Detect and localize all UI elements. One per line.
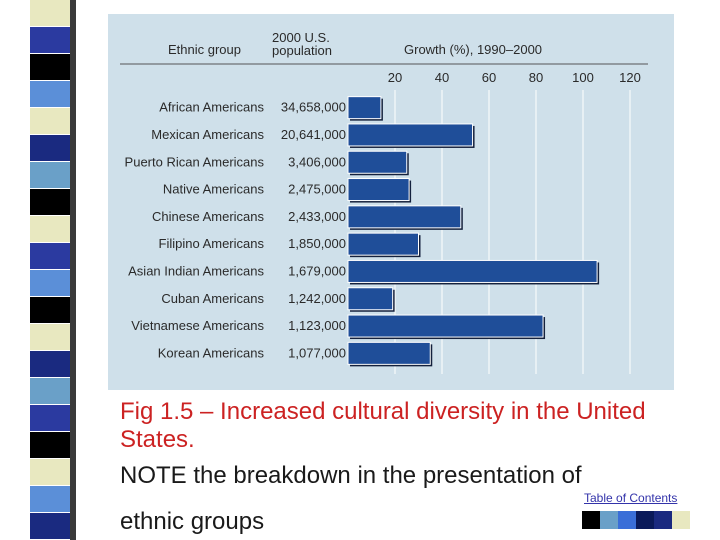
stripe-square [30,513,70,539]
stripe-square [30,405,70,431]
stripe-square [30,189,70,215]
stripe-square [30,486,70,512]
population-label: 1,123,000 [288,318,346,333]
x-tick-labels: 20 40 60 80 100 120 [388,70,641,85]
category-label: Puerto Rican Americans [125,154,265,169]
population-label: 2,475,000 [288,182,346,197]
figure-caption: Fig 1.5 – Increased cultural diversity i… [120,398,646,453]
growth-bar [347,341,431,365]
stripe-shadow [70,0,76,540]
population-label: 2,433,000 [288,209,346,224]
category-label: African Americans [159,100,264,115]
growth-bar [347,314,544,338]
decorative-stripe [0,0,84,540]
population-label: 1,679,000 [288,263,346,278]
stripe-square [30,162,70,188]
stripe-square [30,432,70,458]
population-label: 1,242,000 [288,291,346,306]
nav-square-button[interactable] [636,511,654,529]
header-population-line2: population [272,43,332,58]
category-label: Asian Indian Americans [128,263,264,278]
growth-bar [347,123,474,147]
x-tick-label: 40 [435,70,449,85]
nav-square-button[interactable] [618,511,636,529]
table-of-contents-link[interactable]: Table of Contents [584,491,678,505]
nav-square-button[interactable] [672,511,690,529]
header-growth: Growth (%), 1990–2000 [404,42,542,57]
category-label: Native Americans [163,182,265,197]
x-tick-label: 80 [529,70,543,85]
category-label: Vietnamese Americans [131,318,264,333]
growth-bar [347,96,382,120]
header-population-line1: 2000 U.S. [272,30,330,45]
population-label: 3,406,000 [288,154,346,169]
stripe-square [30,351,70,377]
stripe-square [30,0,70,26]
category-label: Korean Americans [158,345,265,360]
growth-bar [347,259,598,283]
x-tick-label: 120 [619,70,641,85]
stripe-divider [78,0,80,540]
note-line-2: ethnic groups [120,508,265,535]
growth-bar [347,232,419,256]
stripe-square [30,108,70,134]
x-tick-label: 100 [572,70,594,85]
growth-bar-chart: Ethnic group 2000 U.S. population Growth… [120,30,648,374]
category-label: Mexican Americans [151,127,264,142]
stripe-square [30,216,70,242]
population-label: 1,850,000 [288,236,346,251]
header-ethnic-group: Ethnic group [168,42,241,57]
stripe-square [30,54,70,80]
nav-square-button[interactable] [582,511,600,529]
growth-bar [347,205,462,229]
note-line-1: NOTE the breakdown in the presentation o… [120,462,582,489]
nav-square-button[interactable] [600,511,618,529]
stripe-square [30,27,70,53]
stripe-square [30,81,70,107]
growth-bar [347,178,410,202]
growth-bar [347,287,394,311]
population-label: 34,658,000 [281,100,346,115]
category-label: Filipino Americans [159,236,265,251]
stripe-square [30,324,70,350]
nav-square-button[interactable] [654,511,672,529]
stripe-square [30,378,70,404]
stripe-square [30,270,70,296]
category-label: Cuban Americans [161,291,264,306]
chart-panel: Ethnic group 2000 U.S. population Growth… [108,14,674,390]
stripe-square [30,297,70,323]
chart-rows: African Americans 34,658,000 Mexican Ameri… [125,96,600,367]
x-tick-label: 60 [482,70,496,85]
growth-bar [347,150,408,174]
stripe-square [30,459,70,485]
x-tick-label: 20 [388,70,402,85]
category-label: Chinese Americans [152,209,264,224]
population-label: 1,077,000 [288,345,346,360]
stripe-square [30,135,70,161]
population-label: 20,641,000 [281,127,346,142]
nav-buttons [582,511,690,529]
stripe-square [30,243,70,269]
